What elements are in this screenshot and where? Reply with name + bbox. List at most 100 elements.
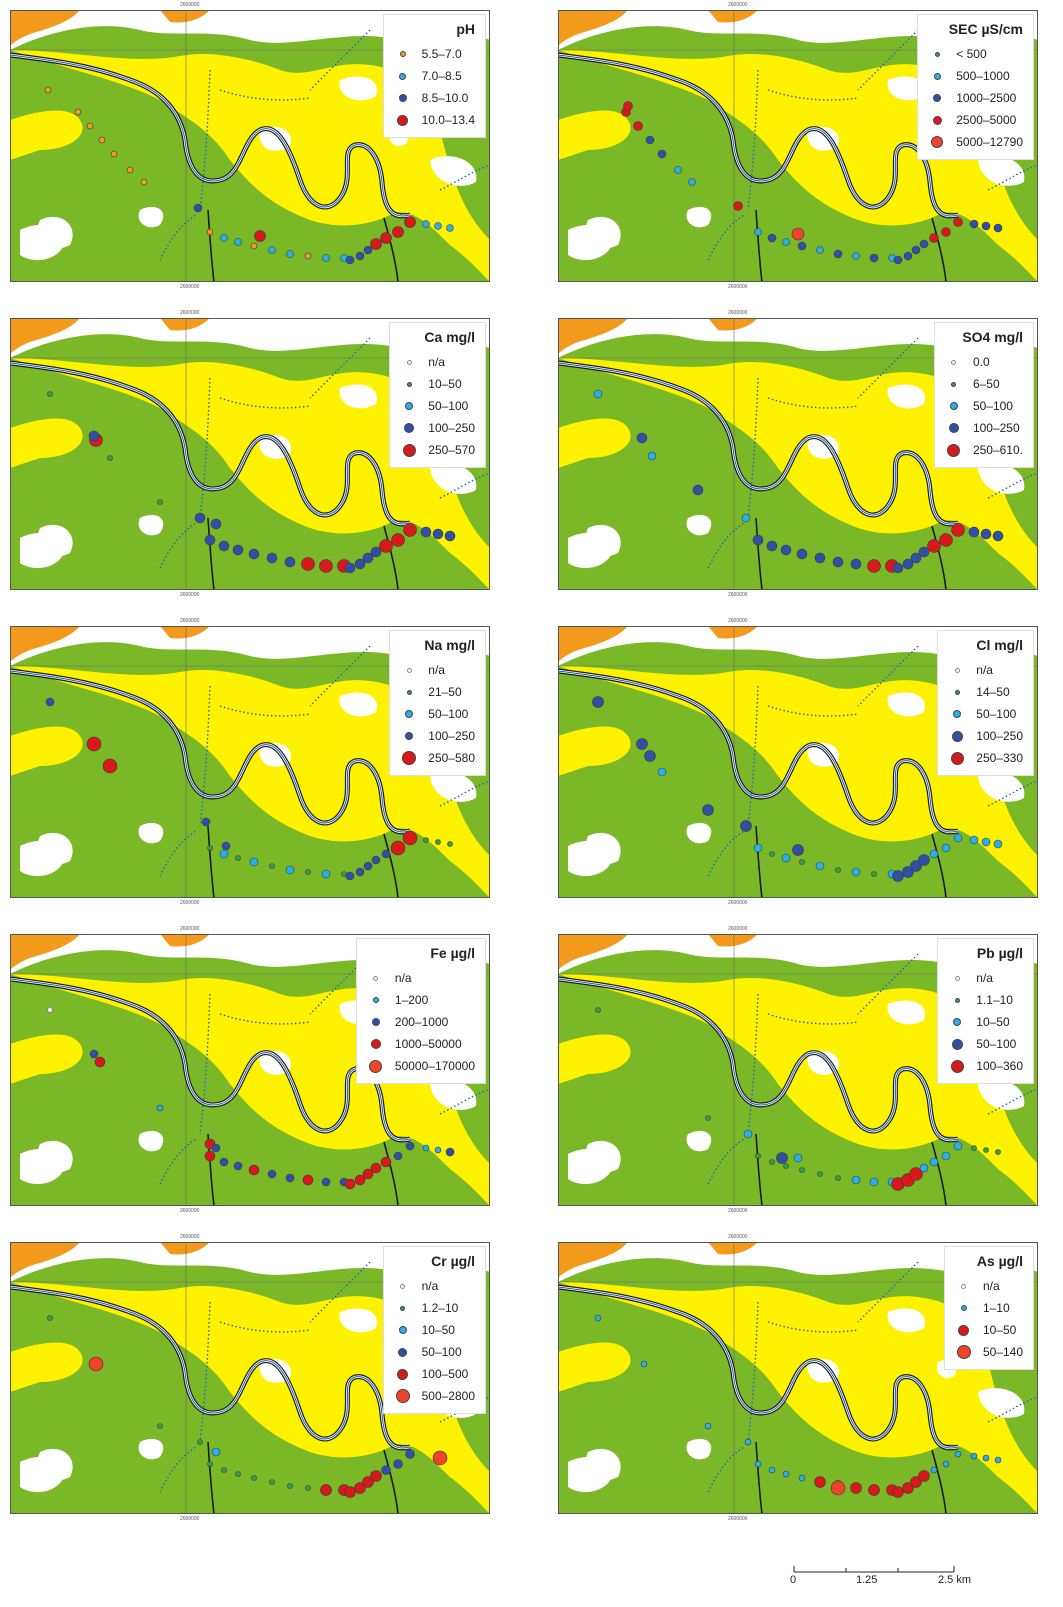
sample-marker: [674, 166, 682, 174]
scale-label-0: 0: [790, 1574, 797, 1586]
sample-marker: [868, 1484, 880, 1496]
yellow-zone-west: [558, 358, 631, 468]
legend-dot: [932, 115, 942, 125]
sample-marker: [817, 1171, 823, 1177]
legend-dot: [958, 1324, 970, 1336]
sample-marker: [197, 1439, 203, 1445]
sample-marker: [362, 1476, 374, 1488]
legend-label: n/a: [394, 971, 412, 985]
sample-marker: [892, 1486, 904, 1498]
legend-symbol: [948, 730, 966, 742]
sample-marker: [86, 122, 94, 130]
legend-item: 10–50: [400, 373, 475, 395]
sample-marker: [753, 843, 763, 853]
legend-dot: [950, 751, 964, 765]
legend-item: 10.0–13.4: [394, 109, 475, 131]
map-panel-pb: 2600000 2600000 Pb µg/l n/a 1.1–10 10–50 50–10…: [558, 926, 1038, 1214]
sample-marker: [321, 1177, 331, 1187]
map-panel-fe: 2600000 2600000 Fe µg/l n/a 1–200 200–1000 100…: [10, 926, 490, 1214]
legend-title: pH: [456, 21, 475, 37]
legend-dot: [402, 443, 416, 457]
sample-marker: [249, 857, 259, 867]
sample-marker: [345, 871, 355, 881]
sample-marker: [193, 203, 203, 213]
legend-item: 100–250: [400, 725, 475, 747]
sample-marker: [995, 1149, 1001, 1155]
scale-label-2: 2.5 km: [938, 1574, 972, 1586]
legend-label: 1.2–10: [421, 1301, 459, 1315]
clearing-patch: [568, 224, 613, 261]
sample-marker: [835, 867, 841, 873]
easting-label: 2600000: [728, 310, 748, 316]
urban-area: [708, 10, 758, 23]
road: [755, 517, 763, 590]
sample-marker: [941, 843, 951, 853]
legend-label: 50–100: [428, 707, 469, 721]
road: [207, 825, 215, 898]
sample-marker: [86, 736, 102, 752]
sample-marker: [445, 1147, 455, 1157]
sample-marker: [980, 528, 992, 540]
legend-cl: Cl mg/l n/a 14–50 50–100 100–250 250–330: [937, 630, 1034, 776]
sample-marker: [782, 238, 790, 246]
clearing-patch: [978, 1080, 1025, 1110]
clearing-patch: [138, 514, 164, 536]
legend-symbol: [955, 1305, 973, 1311]
sample-marker: [221, 841, 231, 851]
legend-item: 1–10: [955, 1297, 1023, 1319]
stream: [439, 472, 490, 499]
stream: [219, 1013, 311, 1025]
clearing-patch: [430, 156, 477, 186]
sample-marker: [266, 552, 278, 564]
legend-label: 10–50: [982, 1323, 1017, 1337]
sample-marker: [47, 1007, 53, 1013]
yellow-zone-west: [10, 974, 83, 1084]
legend-na: Na mg/l n/a 21–50 50–100 100–250 250–580: [389, 630, 486, 776]
legend-item: 7.0–8.5: [394, 65, 475, 87]
legend-symbol: [948, 1038, 966, 1050]
legend-label: 50–140: [982, 1345, 1023, 1359]
legend-item: 200–1000: [367, 1011, 475, 1033]
stream: [747, 685, 759, 827]
sample-marker: [432, 528, 444, 540]
legend-item: 50–100: [400, 703, 475, 725]
stream: [439, 1396, 490, 1423]
legend-item: 50–100: [945, 395, 1023, 417]
sample-marker: [953, 833, 963, 843]
legend-label: 6–50: [972, 377, 1000, 391]
easting-label: 2600000: [728, 900, 748, 906]
legend-symbol: [400, 381, 418, 387]
sample-marker: [444, 530, 456, 542]
sample-marker: [88, 1356, 104, 1372]
legend-dot: [933, 72, 941, 80]
legend-dot: [949, 402, 958, 410]
legend-label: n/a: [428, 663, 445, 677]
urban-area: [10, 318, 80, 354]
legend-symbol: [400, 423, 418, 433]
sample-marker: [380, 232, 392, 244]
clearing-patch: [887, 76, 926, 101]
legend-dot: [402, 751, 417, 765]
legend-dot: [951, 381, 957, 387]
river-center: [10, 1286, 411, 1449]
sample-marker: [930, 1466, 938, 1474]
legend-item: 50–100: [394, 1341, 475, 1363]
legend-item: 14–50: [948, 681, 1023, 703]
sample-marker: [157, 499, 163, 505]
stream: [767, 1013, 859, 1025]
legend-dot: [961, 1283, 967, 1289]
legend-label: 10.0–13.4: [421, 113, 475, 127]
legend-label: 250–610.: [972, 443, 1023, 457]
legend-item: 50–100: [400, 395, 475, 417]
road: [207, 209, 215, 282]
easting-label: 2600000: [180, 1516, 200, 1522]
legend-symbol: [367, 1018, 385, 1026]
easting-label: 2600000: [180, 618, 200, 624]
sample-marker: [892, 870, 904, 882]
sample-marker: [322, 254, 330, 262]
legend-title: Na mg/l: [424, 637, 475, 653]
sample-marker: [902, 866, 914, 878]
legend-item: 250–330: [948, 747, 1023, 769]
map-frame: [558, 1242, 1038, 1514]
stream: [219, 705, 311, 717]
